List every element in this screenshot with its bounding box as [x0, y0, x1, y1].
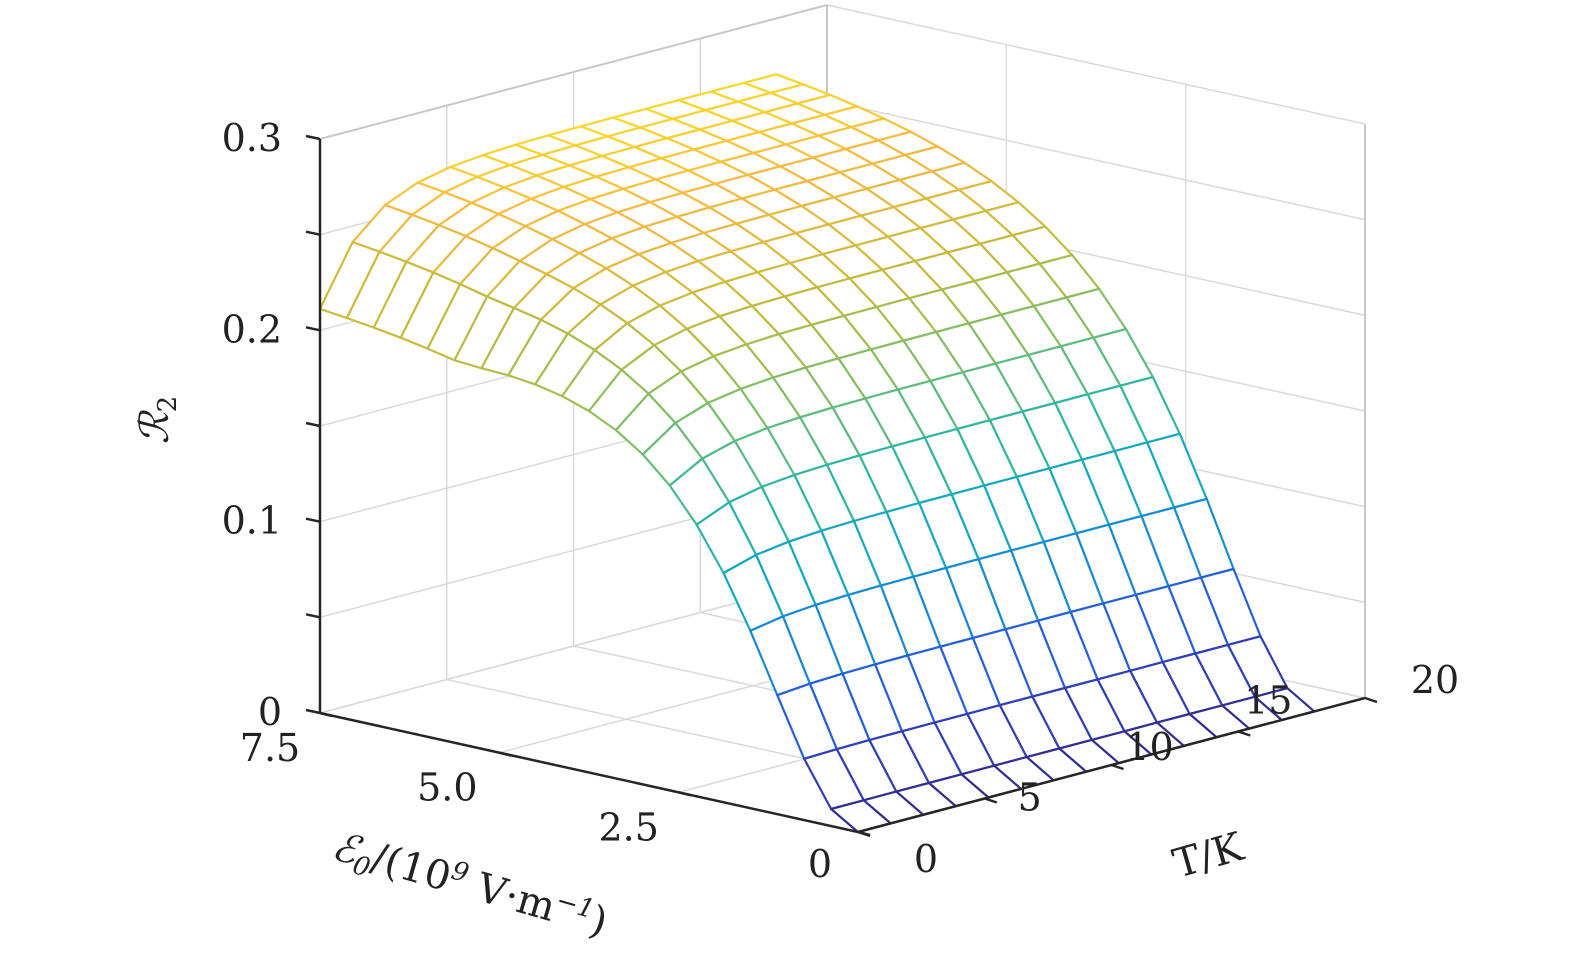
z-axis-title: ℛ2 [132, 396, 183, 444]
axes [305, 134, 1378, 838]
z-tick [305, 421, 321, 428]
y-tick-label: 15 [1244, 679, 1292, 723]
z-tick-label: 0.1 [222, 499, 282, 543]
y-tick [1237, 730, 1251, 737]
z-tick [305, 708, 321, 715]
x-tick [499, 751, 512, 757]
y-tick-label: 5 [1018, 776, 1042, 820]
x-axis-title-rest: /(10 [366, 835, 456, 901]
z-tick [305, 326, 321, 332]
z-axis-title-main: ℛ [132, 409, 178, 444]
grid-line [826, 4, 1366, 125]
y-tick [984, 797, 998, 804]
x-tick-label: 7.5 [240, 726, 300, 770]
x-axis-title: ℰ0/(109 V·m−1) [326, 822, 613, 950]
x-tick-label: 0 [808, 842, 832, 886]
z-tick-label: 0 [258, 690, 282, 734]
z-tick-label: 0.3 [222, 116, 282, 160]
z-tick [305, 230, 321, 236]
x-tick-label: 2.5 [598, 805, 658, 849]
y-tick [1111, 763, 1124, 771]
y-tick-label: 10 [1125, 725, 1173, 769]
x-axis-title-units: V·m [459, 861, 560, 931]
y-tick-label: 0 [914, 837, 938, 881]
x-tick-label: 5.0 [417, 766, 477, 810]
z-tick [305, 613, 321, 619]
x-tick [678, 791, 691, 797]
z-tick-label: 0.2 [222, 307, 282, 351]
surface-mesh [318, 73, 1316, 834]
z-axis-title-sub: 2 [153, 396, 183, 413]
y-tick [1364, 696, 1378, 704]
box-edge [319, 4, 828, 140]
y-tick-label: 20 [1411, 658, 1459, 702]
y-tick [857, 830, 871, 838]
z-tick [305, 134, 321, 141]
grid-line [826, 99, 1366, 221]
z-tick [305, 517, 321, 523]
x-axis-line [319, 711, 859, 834]
x-tick [319, 711, 333, 718]
y-axis-title: T/K [1168, 824, 1249, 888]
